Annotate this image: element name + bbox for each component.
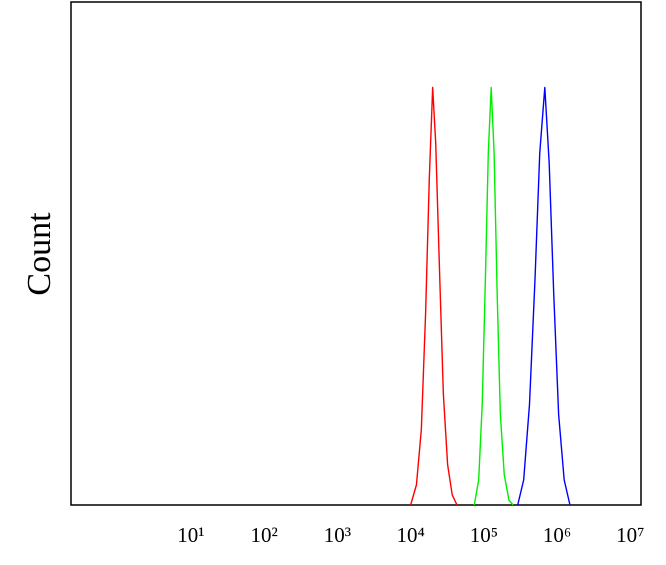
y-axis-label: Count [21, 212, 58, 296]
histogram-line [473, 86, 514, 506]
x-tick-label: 10² [251, 523, 278, 547]
plot-frame [70, 1, 642, 506]
x-tick-label: 10¹ [177, 523, 204, 547]
x-tick-label: 10⁵ [470, 523, 498, 547]
x-tick-label: 10⁷ [616, 523, 644, 547]
histogram-line [409, 86, 458, 506]
x-tick-label: 10⁶ [543, 523, 571, 547]
histogram-line [517, 86, 571, 506]
x-tick-label: 10³ [324, 523, 351, 547]
x-tick-label: 10⁴ [396, 523, 424, 547]
